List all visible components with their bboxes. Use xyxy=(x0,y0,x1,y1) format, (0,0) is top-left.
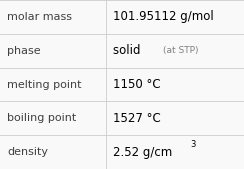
Text: 101.95112 g/mol: 101.95112 g/mol xyxy=(113,10,214,23)
Text: density: density xyxy=(7,147,48,157)
Text: solid: solid xyxy=(113,44,152,57)
Text: molar mass: molar mass xyxy=(7,12,72,22)
Text: 2.52 g/cm: 2.52 g/cm xyxy=(113,146,173,159)
Text: boiling point: boiling point xyxy=(7,113,77,123)
Text: melting point: melting point xyxy=(7,79,82,90)
Text: 1150 °C: 1150 °C xyxy=(113,78,161,91)
Text: 3: 3 xyxy=(190,140,195,149)
Text: (at STP): (at STP) xyxy=(163,46,199,55)
Text: phase: phase xyxy=(7,46,41,56)
Text: 1527 °C: 1527 °C xyxy=(113,112,161,125)
